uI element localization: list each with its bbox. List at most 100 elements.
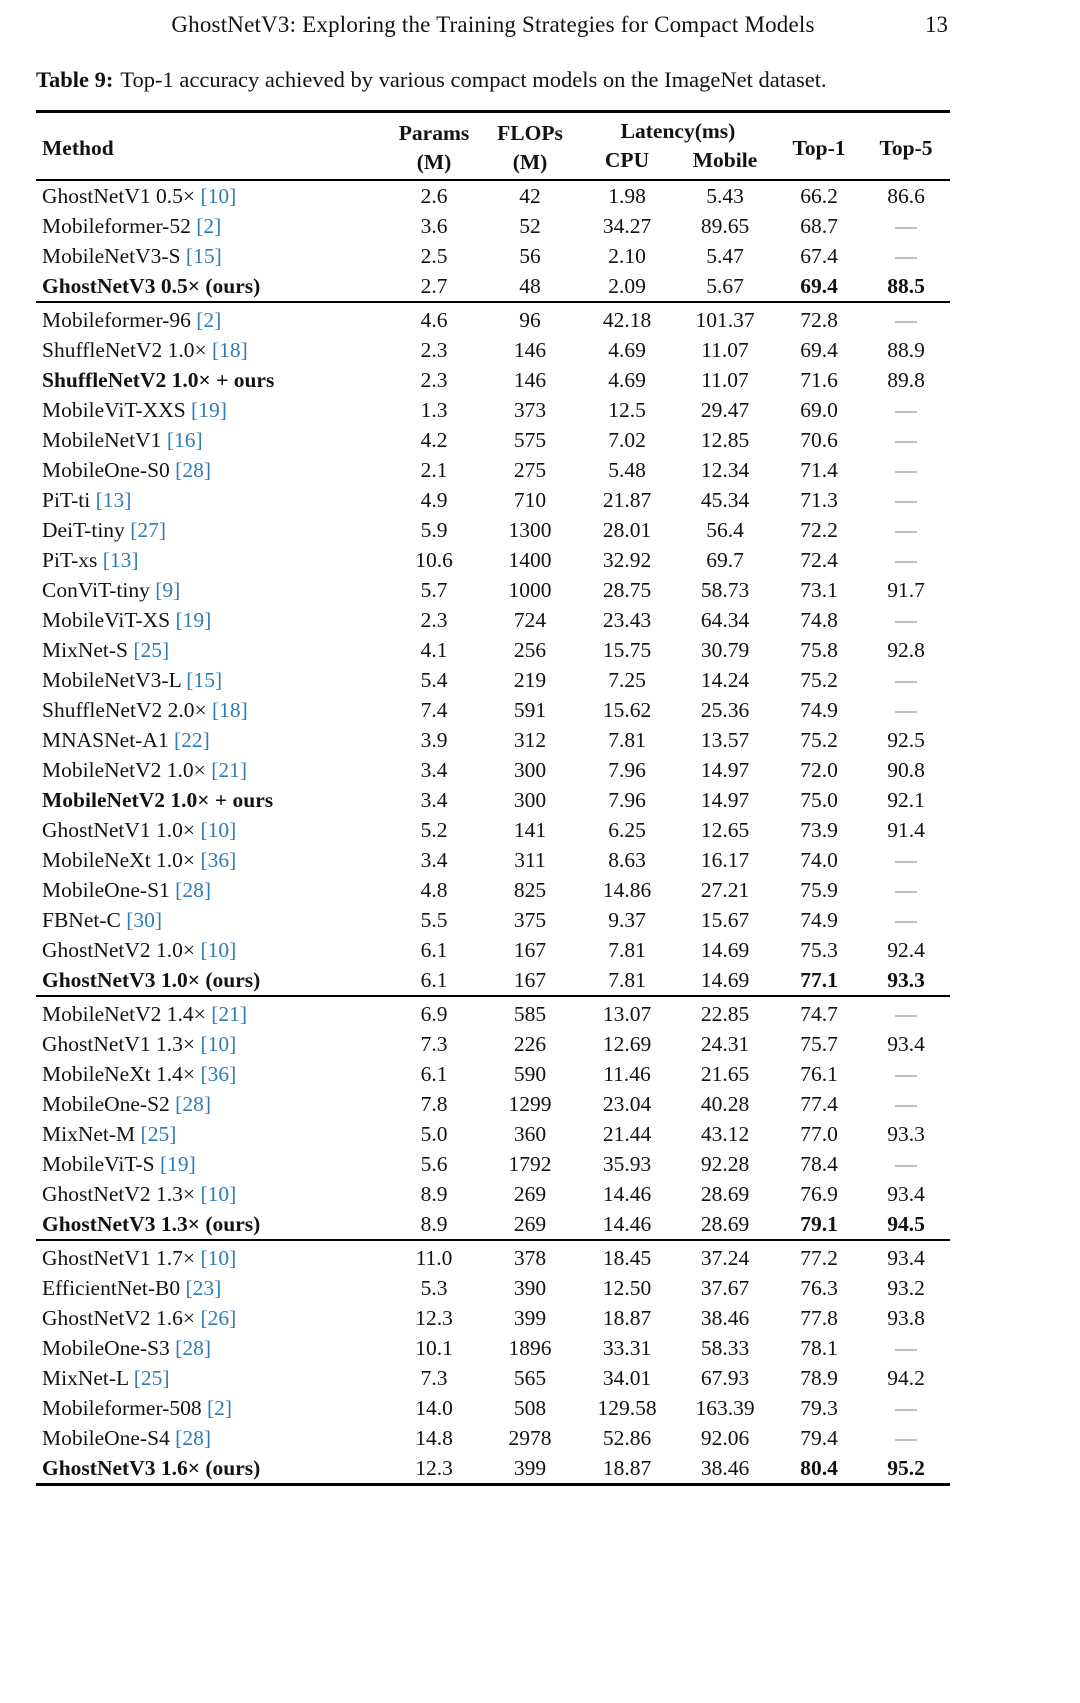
citation-link[interactable]: [19] bbox=[191, 398, 227, 422]
table-row: GhostNetV1 1.3× [10] 7.3 226 12.69 24.31 75.7… bbox=[36, 1029, 950, 1059]
citation-link[interactable]: [2] bbox=[196, 308, 222, 332]
citation-link[interactable]: [28] bbox=[175, 878, 211, 902]
params-cell: 2.5 bbox=[420, 244, 448, 268]
citation-link[interactable]: [22] bbox=[173, 728, 210, 752]
method-cell: GhostNetV1 1.3× [10] bbox=[36, 1029, 388, 1059]
params-cell: 5.4 bbox=[420, 668, 448, 692]
citation-link[interactable]: [26] bbox=[200, 1306, 237, 1330]
top5-cell: 94.5 bbox=[887, 1212, 925, 1236]
method-name: MixNet-L bbox=[42, 1366, 129, 1390]
citation-link[interactable]: [10] bbox=[200, 1246, 237, 1270]
citation-link[interactable]: [2] bbox=[196, 214, 222, 238]
citation-link[interactable]: [13] bbox=[102, 548, 139, 572]
top1-cell: 79.1 bbox=[800, 1212, 838, 1236]
citation-link[interactable]: [28] bbox=[175, 1426, 211, 1450]
params-cell: 5.9 bbox=[420, 518, 448, 542]
params-cell: 6.9 bbox=[420, 1002, 448, 1026]
method-cell: MobileOne-S4 [28] bbox=[36, 1423, 388, 1453]
page-number: 13 bbox=[925, 12, 948, 37]
table-row: GhostNetV3 1.0× (ours) 6.1 167 7.81 14.69 77.… bbox=[36, 965, 950, 996]
latency-mobile-cell: 58.33 bbox=[700, 1336, 750, 1360]
latency-mobile-cell: 89.65 bbox=[700, 214, 750, 238]
method-cell: GhostNetV2 1.3× [10] bbox=[36, 1179, 388, 1209]
params-cell: 6.1 bbox=[420, 968, 448, 992]
table-caption-label: Table 9: bbox=[36, 67, 114, 92]
top5-cell: 88.5 bbox=[887, 274, 925, 298]
latency-cpu-cell: 33.31 bbox=[602, 1336, 652, 1360]
col-header-latency: Latency(ms) bbox=[620, 119, 736, 143]
citation-link[interactable]: [25] bbox=[133, 1366, 170, 1390]
params-cell: 6.1 bbox=[420, 938, 448, 962]
method-cell: PiT-ti [13] bbox=[36, 485, 388, 515]
citation-link[interactable]: [2] bbox=[206, 1396, 233, 1420]
flops-cell: 399 bbox=[513, 1456, 547, 1480]
top1-cell: 73.9 bbox=[800, 818, 838, 842]
table-row: ConViT-tiny [9] 5.7 1000 28.75 58.73 73.1 91.7 bbox=[36, 575, 950, 605]
method-name: MixNet-M bbox=[42, 1122, 136, 1146]
citation-link[interactable]: [18] bbox=[211, 338, 248, 362]
flops-cell: 590 bbox=[513, 1062, 547, 1086]
citation-link[interactable]: [18] bbox=[211, 698, 248, 722]
method-name: MobileNetV3-L bbox=[42, 668, 181, 692]
citation-link[interactable]: [19] bbox=[159, 1152, 196, 1176]
top1-cell: 77.4 bbox=[800, 1092, 838, 1116]
citation-link[interactable]: [19] bbox=[175, 608, 212, 632]
header-row-2: CPU Mobile bbox=[36, 146, 950, 180]
citation-link[interactable]: [10] bbox=[200, 1182, 237, 1206]
latency-cpu-cell: 28.75 bbox=[602, 578, 652, 602]
citation-link[interactable]: [21] bbox=[211, 758, 248, 782]
latency-cpu-cell: 12.50 bbox=[602, 1276, 652, 1300]
citation-link[interactable]: [13] bbox=[95, 488, 132, 512]
flops-cell: 1896 bbox=[508, 1336, 552, 1360]
col-header-mobile: Mobile bbox=[692, 148, 758, 172]
params-cell: 3.4 bbox=[420, 788, 448, 812]
method-name: MNASNet-A1 bbox=[42, 728, 169, 752]
citation-link[interactable]: [21] bbox=[211, 1002, 248, 1026]
method-cell: Mobileformer-96 [2] bbox=[36, 302, 388, 335]
latency-mobile-cell: 11.07 bbox=[701, 368, 749, 392]
latency-mobile-cell: 38.46 bbox=[700, 1306, 750, 1330]
citation-link[interactable]: [36] bbox=[200, 848, 237, 872]
citation-link[interactable]: [30] bbox=[126, 908, 163, 932]
table-row: GhostNetV2 1.3× [10] 8.9 269 14.46 28.69 76.9… bbox=[36, 1179, 950, 1209]
citation-link[interactable]: [10] bbox=[200, 184, 237, 208]
citation-link[interactable]: [16] bbox=[166, 428, 203, 452]
citation-link[interactable]: [9] bbox=[155, 578, 181, 602]
flops-cell: 56 bbox=[519, 244, 541, 268]
latency-cpu-cell: 14.46 bbox=[602, 1182, 652, 1206]
top1-cell: 77.1 bbox=[800, 968, 838, 992]
citation-link[interactable]: [10] bbox=[200, 818, 237, 842]
citation-link[interactable]: [23] bbox=[185, 1276, 222, 1300]
table-row: DeiT-tiny [27] 5.9 1300 28.01 56.4 72.2 — bbox=[36, 515, 950, 545]
flops-cell: 146 bbox=[513, 338, 547, 362]
citation-link[interactable]: [10] bbox=[200, 938, 237, 962]
citation-link[interactable]: [28] bbox=[175, 1092, 211, 1116]
citation-link[interactable]: [28] bbox=[175, 458, 211, 482]
method-name: GhostNetV2 1.6× bbox=[42, 1306, 196, 1330]
top1-cell: 76.3 bbox=[800, 1276, 838, 1300]
params-cell: 4.8 bbox=[420, 878, 448, 902]
top5-cell: 93.2 bbox=[887, 1276, 925, 1300]
citation-link[interactable]: [15] bbox=[186, 668, 223, 692]
params-cell: 3.4 bbox=[420, 758, 448, 782]
latency-cpu-cell: 34.27 bbox=[602, 214, 652, 238]
flops-cell: 141 bbox=[513, 818, 547, 842]
citation-link[interactable]: [10] bbox=[200, 1032, 237, 1056]
method-name: ShuffleNetV2 1.0× + ours bbox=[42, 368, 275, 392]
method-name: MobileOne-S3 bbox=[42, 1336, 170, 1360]
latency-cpu-cell: 14.46 bbox=[602, 1212, 652, 1236]
latency-cpu-cell: 23.04 bbox=[602, 1092, 652, 1116]
citation-link[interactable]: [15] bbox=[185, 244, 222, 268]
citation-link[interactable]: [28] bbox=[175, 1336, 211, 1360]
table-row: MixNet-S [25] 4.1 256 15.75 30.79 75.8 92.8 bbox=[36, 635, 950, 665]
citation-link[interactable]: [25] bbox=[140, 1122, 177, 1146]
table-caption: Table 9: Top-1 accuracy achieved by vario… bbox=[36, 66, 950, 94]
method-name: MobileNetV2 1.4× bbox=[42, 1002, 206, 1026]
flops-cell: 1299 bbox=[508, 1092, 552, 1116]
citation-link[interactable]: [36] bbox=[200, 1062, 237, 1086]
latency-cpu-cell: 21.44 bbox=[602, 1122, 652, 1146]
citation-link[interactable]: [27] bbox=[130, 518, 167, 542]
method-name: ShuffleNetV2 2.0× bbox=[42, 698, 207, 722]
citation-link[interactable]: [25] bbox=[133, 638, 170, 662]
